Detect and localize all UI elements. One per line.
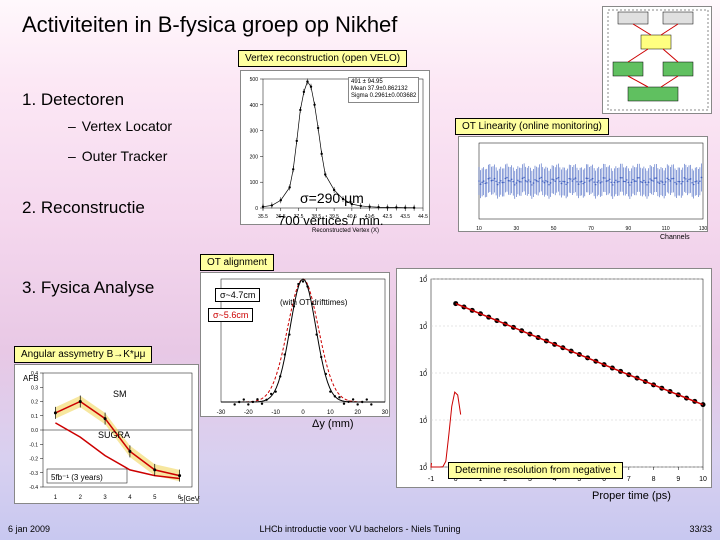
- svg-text:35.5: 35.5: [258, 214, 268, 220]
- chart-asym: AFB-0.4-0.3-0.2-0.10.00.10.20.30.4123456…: [14, 364, 199, 504]
- section-1b: –Outer Tracker: [68, 148, 167, 164]
- svg-text:0: 0: [301, 410, 305, 416]
- svg-text:4: 4: [425, 273, 428, 278]
- svg-text:-0.1: -0.1: [29, 442, 38, 448]
- with-ot: (with OT drifttimes): [280, 298, 347, 307]
- svg-text:50: 50: [551, 226, 557, 232]
- svg-text:1: 1: [425, 414, 428, 419]
- dy-label: Δy (mm): [312, 418, 354, 430]
- sigma56: σ~5.6cm: [208, 308, 253, 322]
- svg-text:0: 0: [425, 461, 428, 466]
- svg-text:0.4: 0.4: [31, 371, 38, 377]
- proper-time: Proper time (ps): [592, 490, 671, 502]
- section-2: 2. Reconstructie: [22, 198, 145, 218]
- svg-text:10: 10: [327, 410, 334, 416]
- chart-ot-linearity: 10 30 50 70 90 110 130: [458, 136, 708, 232]
- svg-text:SUGRA: SUGRA: [98, 430, 130, 440]
- gauss-stats: 491 ± 94.95 Mean 37.9±0.862132 Sigma 0.2…: [348, 77, 419, 103]
- svg-text:0.2: 0.2: [31, 400, 38, 406]
- page-title: Activiteiten in B-fysica groep op Nikhef: [22, 12, 397, 38]
- svg-text:200: 200: [250, 154, 259, 160]
- label-ot-alignment: OT alignment: [200, 254, 274, 271]
- svg-text:4: 4: [128, 495, 132, 501]
- svg-text:2: 2: [425, 367, 428, 372]
- svg-text:-0.3: -0.3: [29, 471, 38, 477]
- svg-text:10: 10: [419, 418, 427, 425]
- label-vertex-reco: Vertex reconstruction (open VELO): [238, 50, 407, 67]
- svg-text:10: 10: [419, 277, 427, 284]
- svg-text:400: 400: [250, 103, 259, 109]
- svg-text:300: 300: [250, 129, 259, 135]
- footer-title: LHCb introductie voor VU bachelors - Nie…: [259, 524, 460, 534]
- section-1a: –Vertex Locator: [68, 118, 172, 134]
- svg-text:-30: -30: [217, 410, 226, 416]
- svg-text:110: 110: [662, 226, 670, 232]
- svg-text:90: 90: [626, 226, 632, 232]
- svg-text:2: 2: [79, 495, 83, 501]
- vertices-text: 700 vertices / min.: [278, 213, 384, 228]
- svg-text:20: 20: [354, 410, 361, 416]
- section-1: 1. Detectoren: [22, 90, 124, 110]
- sigma-text: σ=290 μm: [300, 190, 364, 206]
- svg-text:0.0: 0.0: [31, 428, 38, 434]
- svg-text:43.5: 43.5: [400, 214, 410, 220]
- svg-text:44.5: 44.5: [418, 214, 428, 220]
- section-3: 3. Fysica Analyse: [22, 278, 154, 298]
- svg-text:5fb⁻¹ (3 years): 5fb⁻¹ (3 years): [51, 473, 103, 482]
- svg-text:10: 10: [476, 226, 482, 232]
- vertex-x-axis: Reconstructed Vertex (X): [312, 228, 379, 234]
- label-ot-linearity: OT Linearity (online monitoring): [455, 118, 609, 135]
- label-determine: Determine resolution from negative t: [448, 462, 623, 479]
- sigma47: σ~4.7cm: [215, 288, 260, 302]
- svg-text:0: 0: [255, 206, 258, 212]
- svg-text:10: 10: [419, 465, 427, 472]
- svg-text:500: 500: [250, 77, 259, 83]
- section-1b-text: Outer Tracker: [82, 148, 168, 164]
- svg-text:10: 10: [699, 476, 707, 483]
- svg-text:-0.2: -0.2: [29, 457, 38, 463]
- svg-text:0.3: 0.3: [31, 385, 38, 391]
- label-angular: Angular assymetry B→K*μμ: [14, 346, 152, 363]
- svg-text:-20: -20: [244, 410, 253, 416]
- svg-text:8: 8: [652, 476, 656, 483]
- diagram-top-right: [602, 6, 712, 114]
- svg-text:5: 5: [153, 495, 157, 501]
- svg-text:10: 10: [419, 324, 427, 331]
- svg-text:10: 10: [419, 371, 427, 378]
- svg-text:7: 7: [627, 476, 631, 483]
- svg-text:30: 30: [382, 410, 389, 416]
- footer-page: 33/33: [689, 524, 712, 534]
- svg-text:SM: SM: [113, 389, 127, 399]
- svg-text:3: 3: [103, 495, 107, 501]
- svg-text:-10: -10: [271, 410, 280, 416]
- svg-text:100: 100: [250, 180, 259, 186]
- svg-text:0.1: 0.1: [31, 414, 38, 420]
- section-1a-text: Vertex Locator: [82, 118, 172, 134]
- svg-text:-0.4: -0.4: [29, 485, 38, 491]
- svg-text:s[GeV²]: s[GeV²]: [180, 496, 200, 503]
- svg-text:3: 3: [425, 320, 428, 325]
- svg-text:-1: -1: [428, 476, 434, 483]
- channels-axis: Channels: [660, 234, 690, 241]
- svg-text:9: 9: [676, 476, 680, 483]
- svg-text:1: 1: [54, 495, 58, 501]
- svg-text:130: 130: [699, 226, 708, 232]
- footer-date: 6 jan 2009: [8, 524, 50, 534]
- svg-text:30: 30: [514, 226, 520, 232]
- chart-decay: 100101102103104-1012345678910: [396, 268, 712, 488]
- svg-text:70: 70: [588, 226, 594, 232]
- svg-text:42.5: 42.5: [383, 214, 393, 220]
